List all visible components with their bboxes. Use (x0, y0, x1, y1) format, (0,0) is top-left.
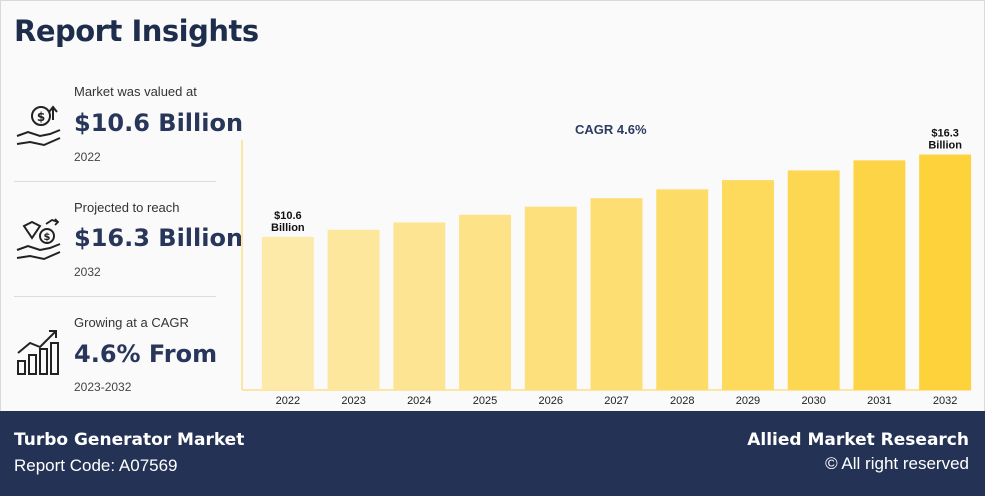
diamond-coin-hand-icon: $ (16, 218, 61, 261)
growth-bars-icon (17, 330, 59, 375)
svg-text:$: $ (44, 232, 51, 243)
footer-bar: Turbo Generator Market Report Code: A075… (0, 411, 985, 496)
data-label: Billion (271, 222, 305, 234)
bar-2030 (787, 170, 840, 390)
bar-2027 (590, 198, 643, 390)
stat-projected-value: $ Projected to reach $16.3 Billion 2032 (14, 198, 243, 293)
copyright: © All right reserved (825, 454, 969, 473)
money-bag-hand-icon: $ (16, 105, 61, 147)
bar-2025 (459, 214, 512, 390)
brand-name: Allied Market Research (747, 430, 969, 450)
x-tick-label: 2032 (933, 395, 957, 407)
divider (14, 181, 216, 182)
x-tick-label: 2023 (341, 395, 365, 407)
data-label: Billion (928, 140, 962, 152)
stat-year: 2023-2032 (74, 380, 132, 394)
stat-value: $16.3 Billion (74, 224, 244, 252)
bar-2029 (721, 180, 774, 390)
bar-2026 (524, 206, 577, 390)
bar-2028 (656, 189, 709, 390)
chart-title: CAGR 4.6% (575, 122, 647, 137)
x-tick-label: 2029 (736, 395, 760, 407)
x-tick-label: 2022 (276, 395, 300, 407)
stat-label: Projected to reach (74, 200, 180, 215)
bar-chart: 2022 2023 2024 2025 2026 2027 2028 2029 2030 2031… (240, 110, 975, 410)
stat-market-value: $ Market was valued at $10.6 Billion 202… (14, 82, 243, 177)
svg-text:$: $ (37, 110, 45, 124)
x-tick-label: 2027 (604, 395, 628, 407)
x-tick-label: 2031 (867, 395, 891, 407)
divider (14, 296, 216, 297)
stat-label: Growing at a CAGR (74, 315, 189, 330)
data-label: $10.6 (274, 210, 302, 222)
bar-chart-svg: 2022 2023 2024 2025 2026 2027 2028 2029 2030 2031… (241, 128, 972, 407)
stat-value: $10.6 Billion (74, 109, 244, 137)
x-tick-label: 2030 (801, 395, 825, 407)
page-title: Report Insights (14, 14, 259, 48)
x-tick-label: 2026 (539, 395, 563, 407)
stat-value: 4.6% From (74, 340, 218, 368)
x-tick-label: 2024 (407, 395, 431, 407)
bar-2023 (327, 229, 380, 390)
report-title: Turbo Generator Market (14, 430, 245, 450)
bar-2022 (261, 236, 314, 390)
x-tick-label: 2028 (670, 395, 694, 407)
x-tick-label: 2025 (473, 395, 497, 407)
bar-2031 (853, 160, 906, 390)
data-label: $16.3 (931, 128, 959, 140)
stat-year: 2022 (74, 150, 101, 164)
stat-year: 2032 (74, 265, 101, 279)
stat-cagr: Growing at a CAGR 4.6% From 2023-2032 (14, 313, 218, 408)
stat-label: Market was valued at (74, 84, 197, 99)
bar-2032 (919, 154, 972, 390)
bar-2024 (393, 222, 446, 390)
report-code: Report Code: A07569 (14, 456, 178, 475)
